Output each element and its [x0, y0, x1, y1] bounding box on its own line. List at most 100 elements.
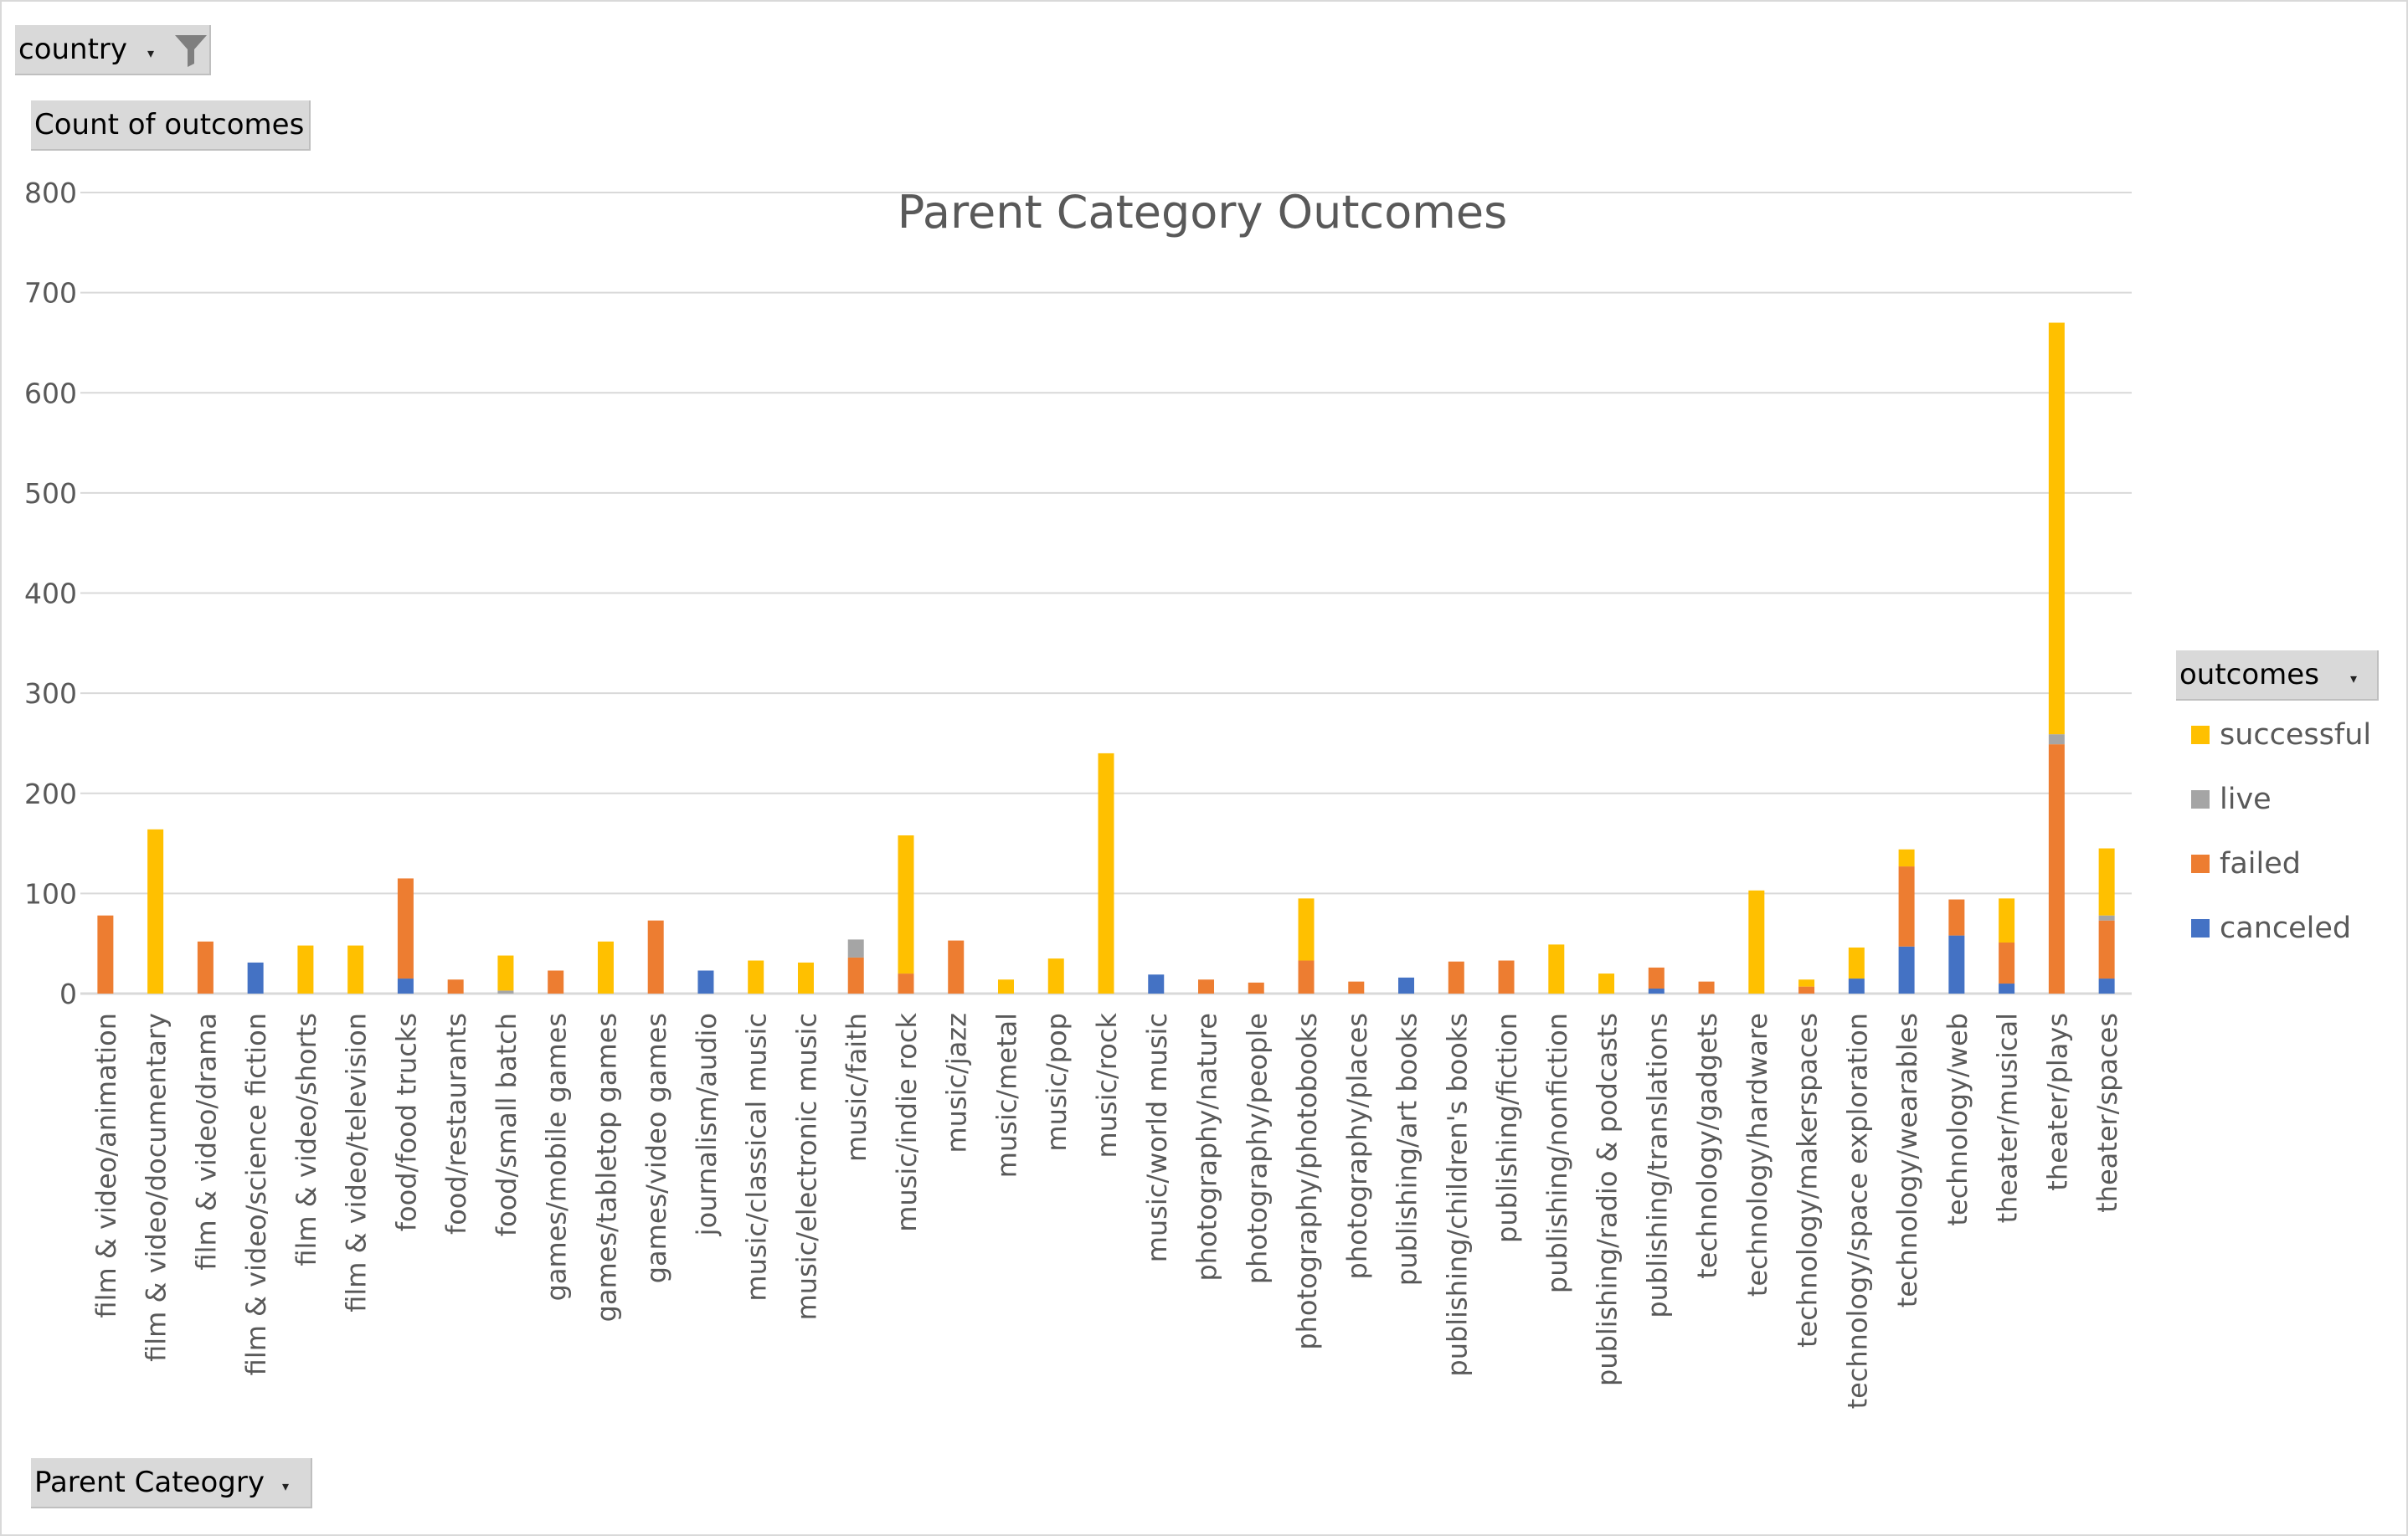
values-field-button[interactable]: Count of outcomes [31, 100, 311, 151]
x-tick-label: film & video/shorts [291, 1013, 322, 1266]
bar-segment-failed[interactable] [2098, 920, 2115, 979]
x-tick-label: photography/nature [1191, 1013, 1223, 1282]
bar-segment-failed[interactable] [447, 979, 464, 994]
axis-field-button[interactable]: Parent Cateogry ▾ [31, 1458, 312, 1508]
bar-segment-failed[interactable] [97, 915, 114, 994]
bar-segment-successful[interactable] [297, 945, 314, 994]
bar-segment-failed[interactable] [847, 957, 864, 994]
bar-segment-canceled[interactable] [1148, 974, 1165, 994]
bar-segment-canceled[interactable] [247, 962, 264, 994]
bar-segment-successful[interactable] [1598, 973, 1615, 994]
bar-segment-successful[interactable] [597, 941, 614, 994]
x-tick-label: technology/gadgets [1691, 1013, 1723, 1279]
y-axis-ticks: 0 100 200 300 400 500 600 700 800 [24, 177, 77, 1010]
bar-segment-successful[interactable] [2098, 848, 2115, 916]
bar-segment-failed[interactable] [1948, 899, 1965, 936]
bar-segment-successful[interactable] [997, 979, 1014, 994]
bar-segment-successful[interactable] [1848, 947, 1865, 979]
bar-segment-successful[interactable] [1898, 849, 1915, 867]
legend-item-failed[interactable]: failed [2191, 847, 2301, 881]
x-tick-label: technology/hardware [1742, 1013, 1773, 1297]
legend-swatch-successful [2191, 726, 2210, 744]
legend-label-failed: failed [2220, 847, 2301, 881]
legend-item-canceled[interactable]: canceled [2191, 912, 2351, 945]
legend-swatch-canceled [2191, 919, 2210, 938]
y-tick-label: 300 [24, 677, 77, 710]
bar-segment-failed[interactable] [1348, 981, 1365, 994]
bar-segment-successful[interactable] [1298, 898, 1315, 961]
x-tick-label: film & video/television [341, 1013, 373, 1313]
bar-segment-failed[interactable] [1698, 981, 1715, 994]
legend-field-button[interactable]: outcomes ▾ [2176, 650, 2379, 701]
x-tick-label: games/mobile games [541, 1013, 573, 1301]
x-tick-label: food/small batch [491, 1013, 522, 1236]
bar-segment-canceled[interactable] [1999, 984, 2015, 994]
bar-segment-successful[interactable] [1047, 958, 1064, 994]
chart-title: Parent Category Outcomes [898, 186, 1507, 239]
bar-segment-live[interactable] [2048, 734, 2065, 745]
country-filter-button[interactable]: country ▾ [15, 25, 211, 75]
bar-segment-canceled[interactable] [697, 970, 714, 994]
bar-segment-canceled[interactable] [1398, 977, 1415, 994]
x-tick-label: games/tabletop games [590, 1013, 622, 1322]
bar-segment-successful[interactable] [147, 829, 164, 994]
bar-segment-failed[interactable] [1898, 866, 1915, 947]
bar-segment-canceled[interactable] [1948, 935, 1965, 994]
bar-segment-successful[interactable] [1548, 944, 1565, 994]
bar-segment-canceled[interactable] [1848, 979, 1865, 994]
legend-item-successful[interactable]: successful [2191, 718, 2371, 752]
bar-segment-successful[interactable] [347, 945, 364, 994]
bar-segment-successful[interactable] [1999, 898, 2015, 943]
country-filter-label: country [18, 33, 128, 66]
bar-segment-live[interactable] [497, 990, 514, 994]
bar-segment-successful[interactable] [1798, 979, 1815, 987]
x-tick-label: film & video/drama [190, 1013, 222, 1271]
bar-segment-failed[interactable] [1999, 942, 2015, 984]
bar-segment-failed[interactable] [397, 878, 414, 979]
bar-segment-successful[interactable] [748, 960, 764, 994]
x-tick-label: music/world music [1141, 1013, 1173, 1262]
x-tick-label: theater/musical [1992, 1013, 2024, 1223]
y-tick-label: 500 [24, 477, 77, 510]
bar-segment-failed[interactable] [1298, 960, 1315, 994]
y-tick-label: 700 [24, 277, 77, 310]
bar-segment-failed[interactable] [1448, 961, 1464, 994]
bar-segment-successful[interactable] [1098, 753, 1114, 994]
y-tick-label: 0 [59, 978, 77, 1010]
bar-segment-failed[interactable] [1648, 967, 1665, 989]
values-field-label: Count of outcomes [34, 108, 305, 141]
bar-segment-failed[interactable] [197, 941, 214, 994]
bar-segment-canceled[interactable] [1648, 989, 1665, 994]
bar-segment-successful[interactable] [1748, 890, 1765, 994]
legend-item-live[interactable]: live [2191, 783, 2272, 816]
x-tick-label: music/classical music [741, 1013, 773, 1302]
chevron-down-icon: ▾ [2350, 670, 2358, 686]
bar-segment-successful[interactable] [797, 962, 814, 994]
x-tick-label: music/faith [841, 1013, 872, 1162]
bar-segment-failed[interactable] [548, 970, 564, 994]
bar-segment-successful[interactable] [497, 955, 514, 991]
bar-segment-successful[interactable] [898, 835, 914, 974]
chevron-down-icon: ▾ [282, 1478, 290, 1494]
bar-segment-canceled[interactable] [2098, 979, 2115, 994]
x-tick-label: food/food trucks [390, 1013, 422, 1231]
x-tick-label: film & video/science fiction [240, 1013, 272, 1375]
y-tick-label: 600 [24, 377, 77, 409]
bar-segment-failed[interactable] [1248, 982, 1264, 994]
bars [97, 322, 2115, 994]
bar-segment-failed[interactable] [1198, 979, 1215, 994]
bar-segment-failed[interactable] [898, 973, 914, 994]
bar-segment-live[interactable] [2098, 915, 2115, 921]
bar-segment-canceled[interactable] [1898, 946, 1915, 994]
bar-segment-live[interactable] [847, 939, 864, 958]
bar-segment-failed[interactable] [948, 940, 965, 994]
bar-segment-failed[interactable] [2048, 744, 2065, 994]
bar-segment-canceled[interactable] [397, 979, 414, 994]
legend-swatch-failed [2191, 855, 2210, 873]
x-tick-label: theater/spaces [2092, 1013, 2123, 1213]
bar-segment-failed[interactable] [1498, 960, 1515, 994]
bar-segment-failed[interactable] [1798, 986, 1815, 994]
bar-segment-successful[interactable] [2048, 322, 2065, 735]
bar-segment-failed[interactable] [647, 920, 664, 994]
